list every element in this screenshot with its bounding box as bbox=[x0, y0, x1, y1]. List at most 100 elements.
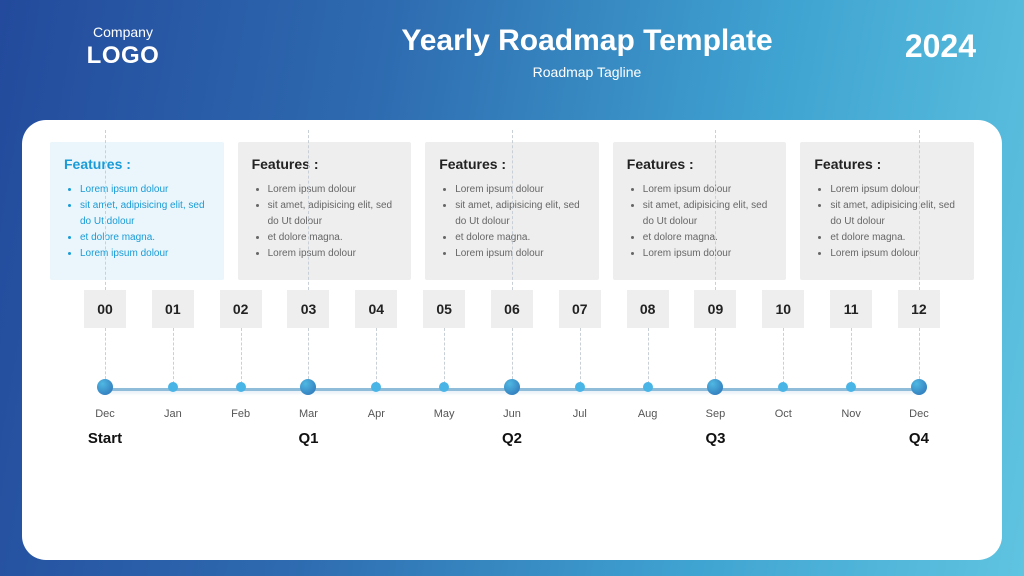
timeline-dots-row bbox=[84, 382, 940, 395]
feature-card-item: et dolore magna. bbox=[80, 230, 210, 246]
timeline-quarter-label: Q4 bbox=[898, 430, 940, 447]
timeline-tick: 03 bbox=[287, 290, 329, 328]
content-panel: Features :Lorem ipsum doloursit amet, ad… bbox=[22, 120, 1002, 560]
connector-line-down bbox=[241, 328, 242, 384]
timeline-month-label: Dec bbox=[898, 408, 940, 420]
timeline-tick: 07 bbox=[559, 290, 601, 328]
connector-line-down bbox=[580, 328, 581, 384]
feature-card-item: Lorem ipsum dolour bbox=[455, 182, 585, 198]
feature-card-item: Lorem ipsum dolour bbox=[80, 182, 210, 198]
connector-line-down bbox=[173, 328, 174, 384]
timeline-dot-wrap bbox=[423, 382, 465, 395]
timeline-dot-wrap bbox=[491, 382, 533, 395]
feature-card-item: et dolore magna. bbox=[643, 230, 773, 246]
timeline-dot-wrap bbox=[287, 382, 329, 395]
feature-card-list: Lorem ipsum doloursit amet, adipisicing … bbox=[64, 182, 210, 262]
timeline-month-label: Mar bbox=[287, 408, 329, 420]
feature-card-item: sit amet, adipisicing elit, sed do Ut do… bbox=[268, 198, 398, 230]
connector-line bbox=[919, 130, 920, 290]
timeline-number-box: 06 bbox=[491, 290, 533, 328]
page-title: Yearly Roadmap Template bbox=[198, 24, 976, 58]
feature-card-list: Lorem ipsum doloursit amet, adipisicing … bbox=[814, 182, 960, 262]
timeline-dot-wrap bbox=[898, 382, 940, 395]
timeline-minor-dot-icon bbox=[778, 382, 788, 392]
timeline-quarter-label bbox=[762, 430, 804, 447]
connector-line-down bbox=[648, 328, 649, 384]
timeline-quarter-label bbox=[152, 430, 194, 447]
timeline-minor-dot-icon bbox=[575, 382, 585, 392]
timeline-month-label: Feb bbox=[220, 408, 262, 420]
timeline-tick: 05 bbox=[423, 290, 465, 328]
timeline-number-box: 08 bbox=[627, 290, 669, 328]
timeline-number-box: 05 bbox=[423, 290, 465, 328]
timeline-number-box: 01 bbox=[152, 290, 194, 328]
timeline-month-label: Aug bbox=[627, 408, 669, 420]
timeline-tick: 09 bbox=[694, 290, 736, 328]
timeline-tick: 12 bbox=[898, 290, 940, 328]
timeline-quarter-label: Q2 bbox=[491, 430, 533, 447]
timeline-tick: 08 bbox=[627, 290, 669, 328]
feature-card-item: Lorem ipsum dolour bbox=[80, 246, 210, 262]
timeline-dot-wrap bbox=[559, 382, 601, 395]
timeline-number-box: 07 bbox=[559, 290, 601, 328]
timeline-dot-wrap bbox=[84, 382, 126, 395]
timeline-dot-wrap bbox=[627, 382, 669, 395]
feature-card-item: Lorem ipsum dolour bbox=[830, 246, 960, 262]
title-block: Yearly Roadmap Template Roadmap Tagline bbox=[198, 24, 976, 80]
timeline-number-box: 10 bbox=[762, 290, 804, 328]
connector-line-down bbox=[105, 328, 106, 384]
timeline-quarter-label bbox=[559, 430, 601, 447]
timeline-quarter-label: Q3 bbox=[694, 430, 736, 447]
connector-line-down bbox=[376, 328, 377, 384]
timeline-minor-dot-icon bbox=[236, 382, 246, 392]
timeline-quarter-label bbox=[627, 430, 669, 447]
connector-line bbox=[308, 130, 309, 290]
timeline-dot-wrap bbox=[762, 382, 804, 395]
logo-block: Company LOGO bbox=[48, 24, 198, 70]
timeline-number-box: 09 bbox=[694, 290, 736, 328]
logo-company-label: Company bbox=[48, 24, 198, 40]
timeline-major-dot-icon bbox=[300, 379, 316, 395]
connector-line-down bbox=[783, 328, 784, 384]
feature-card-title: Features : bbox=[252, 156, 398, 172]
feature-card-item: et dolore magna. bbox=[830, 230, 960, 246]
connector-line bbox=[512, 130, 513, 290]
feature-card-item: sit amet, adipisicing elit, sed do Ut do… bbox=[643, 198, 773, 230]
feature-card-item: et dolore magna. bbox=[268, 230, 398, 246]
feature-card-title: Features : bbox=[64, 156, 210, 172]
feature-card-title: Features : bbox=[627, 156, 773, 172]
feature-card: Features : Lorem ipsum doloursit amet, ad… bbox=[613, 142, 787, 280]
timeline-month-label: Dec bbox=[84, 408, 126, 420]
timeline-number-row: 00010203040506070809101112 bbox=[84, 290, 940, 328]
timeline-quarters-row: StartQ1Q2Q3Q4 bbox=[84, 430, 940, 447]
timeline-dot-wrap bbox=[220, 382, 262, 395]
connector-line-down bbox=[919, 328, 920, 384]
timeline-month-label: Apr bbox=[355, 408, 397, 420]
feature-card-list: Lorem ipsum doloursit amet, adipisicing … bbox=[627, 182, 773, 262]
connector-line-down bbox=[444, 328, 445, 384]
timeline-major-dot-icon bbox=[911, 379, 927, 395]
timeline-tick: 00 bbox=[84, 290, 126, 328]
timeline-month-label: Nov bbox=[830, 408, 872, 420]
timeline-quarter-label bbox=[830, 430, 872, 447]
feature-card: Features :Lorem ipsum doloursit amet, ad… bbox=[50, 142, 224, 280]
feature-card: Features : Lorem ipsum doloursit amet, ad… bbox=[238, 142, 412, 280]
timeline-month-label: May bbox=[423, 408, 465, 420]
timeline-quarter-label bbox=[220, 430, 262, 447]
timeline-dot-wrap bbox=[152, 382, 194, 395]
feature-card-item: Lorem ipsum dolour bbox=[268, 182, 398, 198]
timeline-number-box: 11 bbox=[830, 290, 872, 328]
timeline-number-box: 12 bbox=[898, 290, 940, 328]
timeline-tick: 01 bbox=[152, 290, 194, 328]
timeline-tick: 02 bbox=[220, 290, 262, 328]
feature-card-item: sit amet, adipisicing elit, sed do Ut do… bbox=[80, 198, 210, 230]
feature-card-item: Lorem ipsum dolour bbox=[830, 182, 960, 198]
page-tagline: Roadmap Tagline bbox=[198, 64, 976, 80]
year-label: 2024 bbox=[905, 28, 976, 65]
timeline-minor-dot-icon bbox=[846, 382, 856, 392]
timeline-dot-wrap bbox=[830, 382, 872, 395]
logo-text: LOGO bbox=[48, 42, 198, 70]
timeline-minor-dot-icon bbox=[439, 382, 449, 392]
feature-card-item: et dolore magna. bbox=[455, 230, 585, 246]
connector-line-down bbox=[512, 328, 513, 384]
